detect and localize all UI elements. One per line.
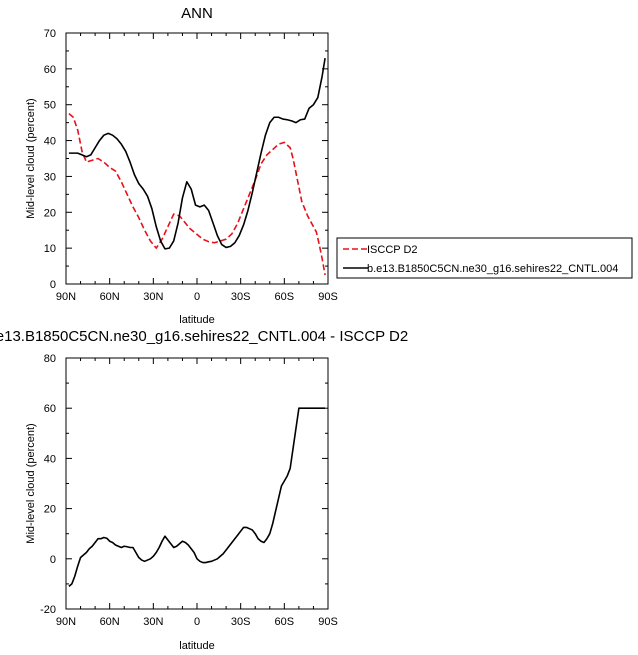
bottom-series-line-0: [68, 407, 326, 588]
bottom-x-tick-label: 60S: [275, 616, 295, 628]
top-y-tick-label: 0: [50, 279, 56, 291]
top-series-line-1: [68, 57, 326, 250]
bottom-x-tick-label: 30N: [143, 616, 163, 628]
top-x-axis-label: latitude: [179, 314, 214, 326]
bottom-y-tick-label: 40: [44, 453, 56, 465]
bottom-y-axis-label: Mid-level cloud (percent): [25, 423, 37, 543]
top-chart-title: ANN: [181, 5, 213, 22]
top-x-tick-label: 30N: [143, 291, 163, 303]
top-x-tick-label: 60S: [275, 291, 295, 303]
top-x-tick-label: 0: [194, 291, 200, 303]
top-x-tick-label: 30S: [231, 291, 251, 303]
top-y-tick-label: 30: [44, 171, 56, 183]
bottom-plot-frame: [65, 357, 329, 610]
top-x-tick-label: 60N: [100, 291, 120, 303]
top-x-tick-label: 90S: [318, 291, 338, 303]
bottom-axis-ticks: 90N 60N 30N 0 30S 60S 90S -20 0 20 40 60 80: [40, 353, 338, 628]
top-x-tick-label: 90N: [56, 291, 76, 303]
bottom-y-tick-label: 0: [50, 554, 56, 566]
top-y-tick-label: 10: [44, 243, 56, 255]
top-plot-frame: [65, 32, 329, 285]
top-series-line-0: [68, 113, 326, 276]
top-y-axis-label: Mid-level cloud (percent): [25, 98, 37, 218]
top-y-tick-label: 70: [44, 28, 56, 40]
bottom-y-tick-label: 20: [44, 504, 56, 516]
top-series-group: [68, 57, 326, 276]
top-y-tick-label: 20: [44, 207, 56, 219]
legend-label-isccp: ISCCP D2: [367, 244, 418, 256]
top-panel: ANN 90N 60N 30N 0 30S 60S 90S 0 10 20 30 40 50 60 70 l…: [25, 5, 338, 326]
top-y-tick-label: 50: [44, 100, 56, 112]
legend-label-model: b.e13.B1850C5CN.ne30_g16.sehires22_CNTL.…: [367, 263, 618, 275]
bottom-x-tick-label: 30S: [231, 616, 251, 628]
legend: ISCCP D2 b.e13.B1850C5CN.ne30_g16.sehire…: [336, 237, 633, 279]
top-y-tick-label: 60: [44, 64, 56, 76]
bottom-x-axis-label: latitude: [179, 640, 214, 652]
bottom-panel: e13.B1850C5CN.ne30_g16.sehires22_CNTL.00…: [0, 328, 408, 652]
top-axis-ticks: 90N 60N 30N 0 30S 60S 90S 0 10 20 30 40 50 60 70: [44, 28, 338, 303]
bottom-y-tick-label: -20: [40, 604, 56, 616]
legend-box: [336, 237, 633, 279]
bottom-x-tick-label: 90S: [318, 616, 338, 628]
bottom-series-group: [68, 407, 326, 588]
top-y-tick-label: 40: [44, 136, 56, 148]
bottom-x-tick-label: 0: [194, 616, 200, 628]
bottom-chart-title: e13.B1850C5CN.ne30_g16.sehires22_CNTL.00…: [0, 328, 408, 345]
bottom-x-tick-label: 90N: [56, 616, 76, 628]
bottom-x-tick-label: 60N: [100, 616, 120, 628]
bottom-y-tick-label: 60: [44, 403, 56, 415]
bottom-y-tick-label: 80: [44, 353, 56, 365]
